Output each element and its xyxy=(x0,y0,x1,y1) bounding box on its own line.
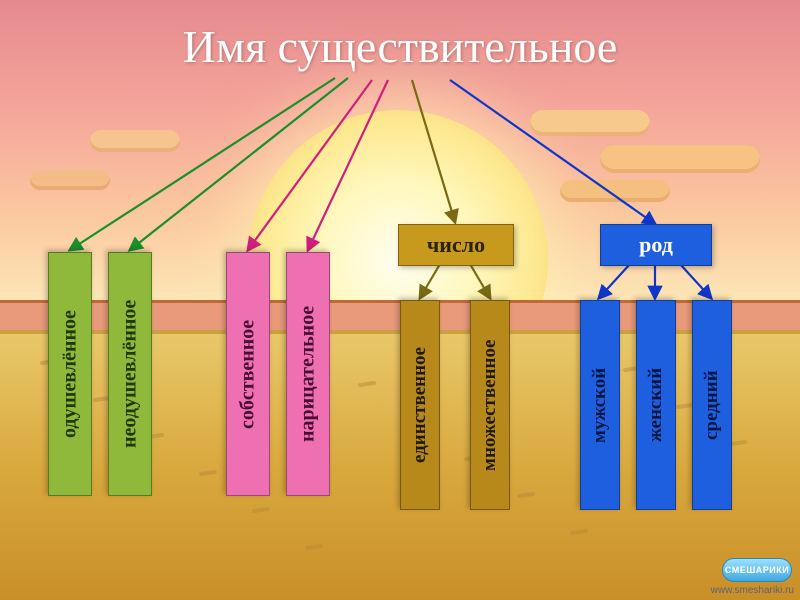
node-label: женский xyxy=(645,368,667,442)
node-label: единственное xyxy=(409,347,431,463)
cloud xyxy=(90,130,180,152)
node-odush: одушевлённое xyxy=(48,252,92,496)
watermark-text: www.smeshariki.ru xyxy=(711,585,794,596)
node-label: число xyxy=(427,232,485,258)
page-title: Имя существительное xyxy=(0,20,800,73)
node-label: средний xyxy=(701,370,723,440)
node-label: мужской xyxy=(589,367,611,442)
cloud xyxy=(530,110,650,136)
node-label: неодушевлённое xyxy=(119,300,142,448)
node-label: нарицательное xyxy=(297,306,320,442)
node-edin: единственное xyxy=(400,300,440,510)
cloud xyxy=(560,180,670,202)
cloud xyxy=(30,170,110,190)
node-narits: нарицательное xyxy=(286,252,330,496)
node-neodush: неодушевлённое xyxy=(108,252,152,496)
cloud xyxy=(600,145,760,173)
node-muzh: мужской xyxy=(580,300,620,510)
node-zhen: женский xyxy=(636,300,676,510)
node-sred: средний xyxy=(692,300,732,510)
node-sobstv: собственное xyxy=(226,252,270,496)
node-label: собственное xyxy=(237,319,260,428)
node-rod: род xyxy=(600,224,712,266)
node-mnozh: множественное xyxy=(470,300,510,510)
node-label: род xyxy=(639,232,673,258)
node-label: одушевлённое xyxy=(59,310,82,438)
node-label: множественное xyxy=(479,339,501,470)
diagram-stage: Имя существительное число род одушевлённое… xyxy=(0,0,800,600)
node-chislo: число xyxy=(398,224,514,266)
brand-logo: СМЕШАРИКИ xyxy=(722,558,792,582)
